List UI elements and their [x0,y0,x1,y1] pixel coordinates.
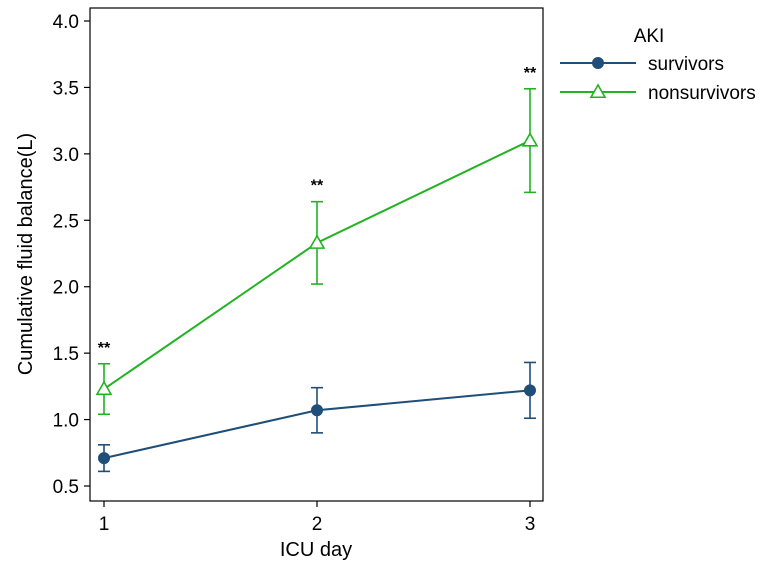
legend-label: nonsurvivors [648,83,756,104]
legend-items: survivors nonsurvivors [560,54,756,104]
series-nonsurvivors [95,87,539,416]
data-point [521,131,539,147]
series-layer [95,87,539,473]
legend-title: AKI [634,26,665,47]
legend-marker [589,83,607,99]
data-point [95,380,113,396]
x-tick-label: 1 [99,514,110,535]
significance-label: ** [311,178,324,195]
legend-marker [592,57,604,69]
x-tick-label: 2 [312,514,323,535]
data-point [98,452,110,465]
data-point [311,404,323,417]
legend-item-nonsurvivors: nonsurvivors [560,83,756,104]
legend-label: survivors [648,54,724,75]
y-tick-label: 0.5 [53,477,79,498]
y-axis: 0.5 1.0 1.5 2.0 2.5 3.0 3.5 4.0 [53,12,90,498]
annotation-layer: ** ** ** [98,65,537,357]
y-tick-label: 1.5 [53,344,79,365]
data-point [524,384,536,397]
y-tick-label: 1.0 [53,411,79,432]
y-tick-label: 4.0 [53,12,79,33]
y-tick-label: 2.0 [53,278,79,299]
data-point [308,234,326,249]
legend-item-survivors: survivors [560,54,724,75]
x-axis-title: ICU day [280,539,352,561]
y-tick-label: 2.5 [53,211,79,232]
legend: AKI survivors nonsurvivors [560,26,756,104]
series-survivors [98,361,536,473]
significance-label: ** [98,340,111,357]
y-tick-label: 3.5 [53,78,79,99]
x-tick-label: 3 [525,514,536,535]
y-tick-label: 3.0 [53,145,79,166]
x-axis: 1 2 3 [99,501,536,535]
y-axis-title: Cumulative fluid balance(L) [15,133,37,375]
significance-label: ** [524,65,537,82]
